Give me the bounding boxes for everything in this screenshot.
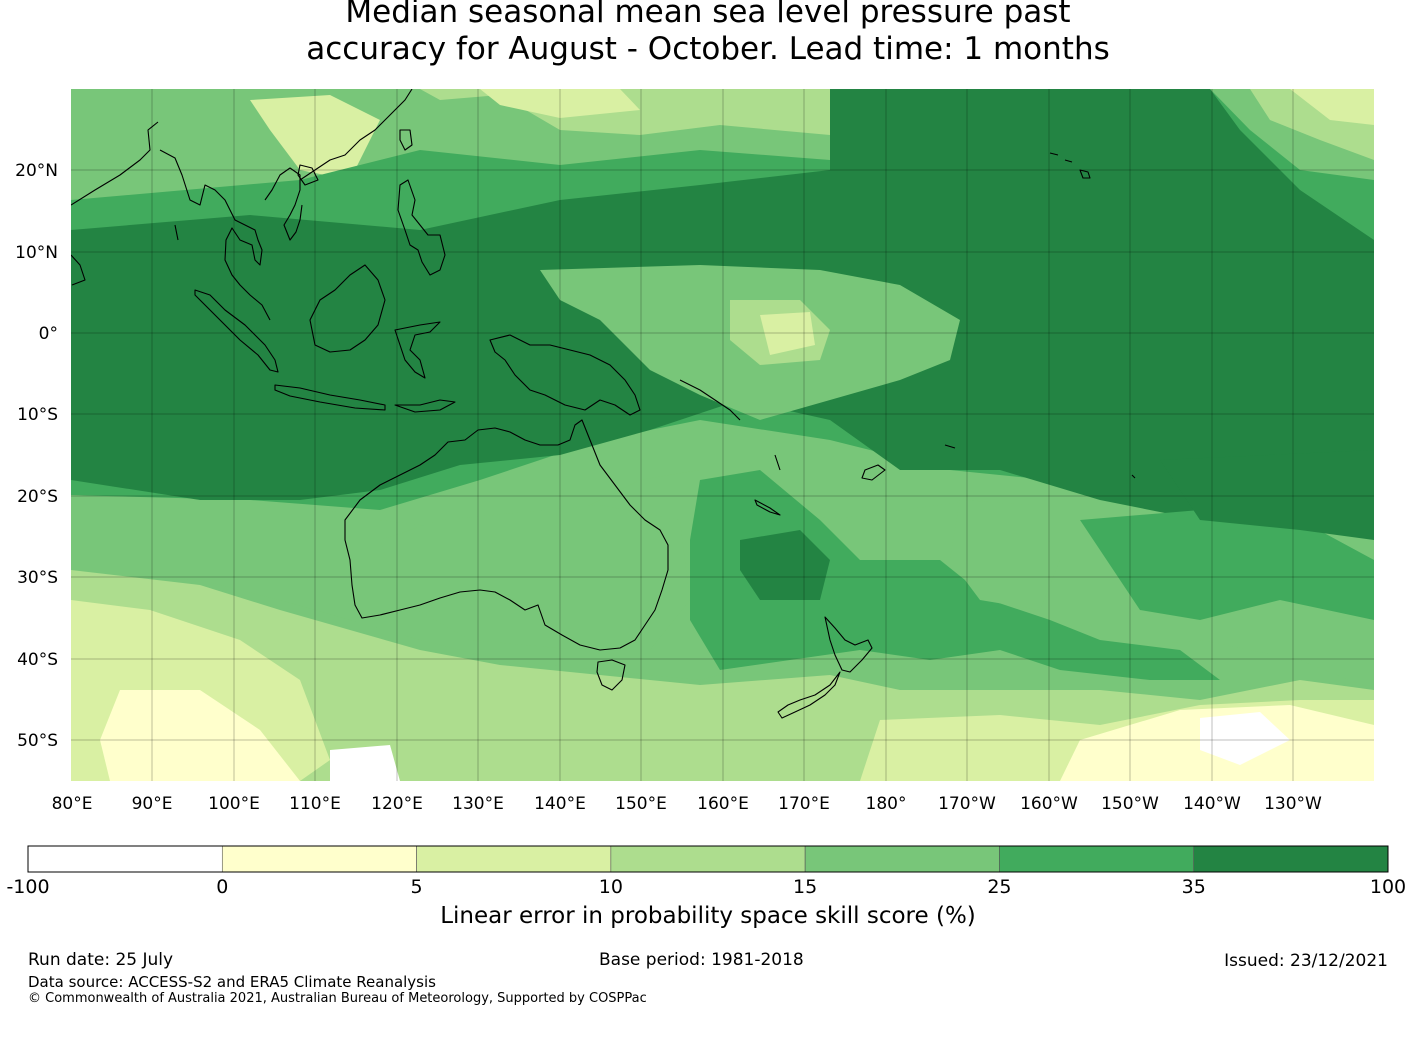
lon-label-160w: 160°W (1020, 794, 1078, 814)
coast-borneo (309, 264, 386, 353)
lat-label-50s: 50°S (17, 731, 58, 751)
coast-asia-mainland (71, 121, 271, 321)
coast-taiwan (399, 129, 413, 151)
coast-vanuatu (774, 454, 781, 471)
lon-label-170w: 170°W (938, 794, 996, 814)
colorbar-swatch-3 (610, 845, 806, 873)
colorbar-swatch-0 (27, 845, 223, 873)
lon-label-130e: 130°E (452, 794, 504, 814)
skill-region-ne-pale (1290, 89, 1374, 125)
lon-label-80e: 80°E (52, 794, 93, 814)
skill-region-se-white (1200, 712, 1290, 765)
colorbar-tick-label: 10 (599, 876, 623, 898)
coastlines (71, 89, 1136, 719)
lon-label-170e: 170°E (778, 794, 830, 814)
coast-tasmania (596, 659, 626, 691)
colorbar-swatches (27, 845, 1389, 873)
coast-indochina (264, 167, 303, 241)
coast-new-caledonia (754, 499, 781, 516)
lon-label-120e: 120°E (371, 794, 423, 814)
lon-label-150w: 150°W (1101, 794, 1159, 814)
colorbar-tick-label: 25 (987, 876, 1011, 898)
colorbar-tick-label: 0 (216, 876, 228, 898)
skill-region-north-light (71, 89, 830, 135)
coast-solomons (679, 379, 741, 421)
colorbar-tick-label: 5 (411, 876, 423, 898)
lon-label-150e: 150°E (615, 794, 667, 814)
colorbar-tick-label: -100 (6, 876, 49, 898)
coast-nz-north (824, 616, 873, 673)
lat-label-0: 0° (39, 324, 58, 344)
colorbar-swatch-1 (221, 845, 417, 873)
coast-tahiti (1131, 474, 1136, 479)
data-source: Data source: ACCESS-S2 and ERA5 Climate … (28, 973, 436, 991)
coast-fiji (861, 464, 886, 481)
colorbar-swatch-6 (1193, 845, 1389, 873)
lat-label-20s: 20°S (17, 487, 58, 507)
lon-label-160e: 160°E (697, 794, 749, 814)
lon-label-180: 180° (866, 794, 907, 814)
coast-andaman (174, 224, 179, 241)
colorbar-ticks: -100 0 5 10 15 25 35 100 (6, 876, 1406, 898)
issued-date: Issued: 23/12/2021 (1224, 951, 1388, 971)
lat-label-30s: 30°S (17, 568, 58, 588)
lat-label-10s: 10°S (17, 405, 58, 425)
base-period: Base period: 1981-2018 (599, 950, 804, 970)
lat-label-10n: 10°N (15, 243, 58, 263)
colorbar-tick-label: 35 (1182, 876, 1206, 898)
lon-label-140w: 140°W (1183, 794, 1241, 814)
skill-region-equator-palest (760, 312, 815, 355)
colorbar-tick-label: 100 (1370, 876, 1406, 898)
coast-java (274, 384, 386, 411)
coast-new-guinea (489, 334, 641, 416)
coast-nz-south (777, 671, 841, 719)
coast-china (299, 89, 413, 181)
skill-region-sw-cream (100, 690, 300, 781)
colorbar-swatch-5 (999, 845, 1195, 873)
skill-region-sw-white (330, 745, 400, 781)
skill-region-se-mid (1080, 510, 1374, 620)
skill-region-se-dark (1160, 450, 1374, 540)
colorbar-frame (27, 845, 1389, 873)
coast-sri-lanka (71, 254, 86, 286)
run-date: Run date: 25 July (28, 950, 174, 970)
colorbar: -100 0 5 10 15 25 35 100 (6, 845, 1406, 898)
colorbar-tick-label: 15 (793, 876, 817, 898)
coast-philippines (397, 179, 446, 276)
coast-sulawesi (394, 321, 441, 379)
coast-samoa (944, 444, 956, 449)
copyright: © Commonwealth of Australia 2021, Austra… (28, 991, 647, 1006)
skill-region-tasman-dark (740, 530, 830, 600)
lon-label-130w: 130°W (1264, 794, 1322, 814)
skill-region-sp-light (950, 500, 1060, 610)
coast-hainan (297, 164, 319, 186)
lon-label-90e: 90°E (132, 794, 173, 814)
skill-region-tasman (690, 470, 1220, 680)
graticule (71, 89, 1374, 781)
lat-label-20n: 20°N (15, 161, 58, 181)
coast-sumatra (194, 289, 279, 373)
lon-label-140e: 140°E (534, 794, 586, 814)
colorbar-swatch-2 (416, 845, 612, 873)
skill-score-map: 20°N 10°N 0° 10°S 20°S 30°S 40°S 50°S 80… (15, 89, 1374, 814)
map-title: Median seasonal mean sea level pressure … (0, 0, 1416, 68)
lon-label-110e: 110°E (289, 794, 341, 814)
coast-australia (344, 419, 669, 651)
title-line-1: Median seasonal mean sea level pressure … (345, 0, 1071, 30)
skill-region-australia (380, 505, 690, 650)
coast-lesser-sunda (394, 399, 456, 413)
title-line-2: accuracy for August - October. Lead time… (306, 31, 1110, 67)
colorbar-swatch-4 (804, 845, 1000, 873)
lon-label-100e: 100°E (208, 794, 260, 814)
coast-hawaii (1049, 152, 1091, 179)
skill-region-indochina (250, 95, 380, 180)
skill-region-north-pale (480, 89, 640, 118)
colorbar-label: Linear error in probability space skill … (440, 903, 976, 929)
lat-label-40s: 40°S (17, 650, 58, 670)
